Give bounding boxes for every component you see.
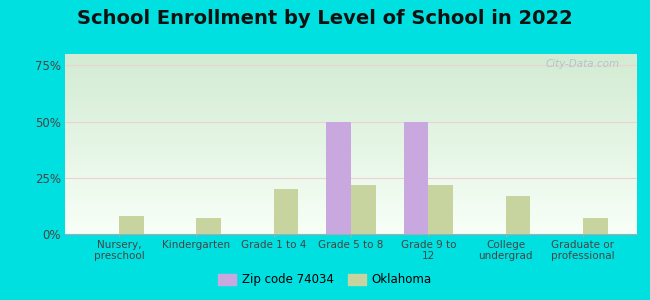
Bar (65, 144, 637, 147)
Bar (65, 138, 637, 141)
Bar (65, 135, 637, 138)
Text: City-Data.com: City-Data.com (546, 59, 620, 69)
Bar (65, 228, 637, 231)
Bar (65, 189, 637, 192)
Bar (65, 132, 637, 135)
Bar (65, 201, 637, 204)
Bar (65, 57, 637, 60)
Bar (65, 99, 637, 102)
Text: School Enrollment by Level of School in 2022: School Enrollment by Level of School in … (77, 9, 573, 28)
Bar (65, 195, 637, 198)
Bar (326, 122, 351, 234)
Bar (404, 122, 428, 234)
Bar (65, 93, 637, 96)
Bar (65, 216, 637, 219)
Bar (65, 165, 637, 168)
Bar (506, 196, 530, 234)
Bar (65, 141, 637, 144)
Bar (65, 66, 637, 69)
Bar (65, 207, 637, 210)
Bar (65, 90, 637, 93)
Bar (65, 111, 637, 114)
Bar (274, 189, 298, 234)
Bar (65, 147, 637, 150)
Bar (65, 231, 637, 234)
Legend: Zip code 74034, Oklahoma: Zip code 74034, Oklahoma (214, 269, 436, 291)
Bar (65, 162, 637, 165)
Bar (65, 213, 637, 216)
Bar (65, 72, 637, 75)
Bar (65, 210, 637, 213)
Bar (65, 87, 637, 90)
Bar (65, 198, 637, 201)
Bar (65, 102, 637, 105)
Bar (65, 78, 637, 81)
Bar (583, 218, 608, 234)
Bar (65, 192, 637, 195)
Bar (65, 84, 637, 87)
Bar (65, 63, 637, 66)
Bar (65, 183, 637, 186)
Bar (65, 186, 637, 189)
Bar (65, 168, 637, 171)
Bar (65, 174, 637, 177)
Bar (65, 222, 637, 225)
Bar (65, 204, 637, 207)
Bar (65, 126, 637, 129)
Bar (65, 219, 637, 222)
Bar (65, 108, 637, 111)
Bar (119, 216, 144, 234)
Bar (65, 171, 637, 174)
Bar (65, 105, 637, 108)
Bar (65, 117, 637, 120)
Bar (65, 81, 637, 84)
Bar (196, 218, 221, 234)
Bar (65, 129, 637, 132)
Bar (65, 120, 637, 123)
Bar (65, 60, 637, 63)
Bar (65, 114, 637, 117)
Bar (65, 150, 637, 153)
Bar (65, 69, 637, 72)
Bar (65, 225, 637, 228)
Bar (428, 184, 453, 234)
Bar (351, 184, 376, 234)
Bar (65, 75, 637, 78)
Bar (65, 156, 637, 159)
Bar (65, 123, 637, 126)
Bar (65, 153, 637, 156)
Bar (65, 177, 637, 180)
Bar (65, 159, 637, 162)
Bar (65, 54, 637, 57)
Bar (65, 96, 637, 99)
Bar (65, 180, 637, 183)
